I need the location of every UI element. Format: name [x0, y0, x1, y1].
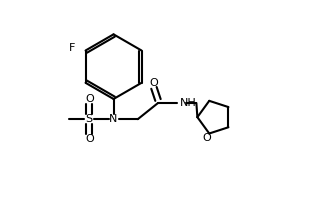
Text: O: O — [149, 78, 158, 88]
Text: S: S — [86, 114, 93, 124]
Text: N: N — [109, 114, 118, 124]
Text: NH: NH — [180, 98, 197, 108]
Text: O: O — [85, 134, 94, 144]
Text: O: O — [85, 94, 94, 104]
Text: F: F — [69, 43, 75, 54]
Text: O: O — [203, 133, 211, 143]
